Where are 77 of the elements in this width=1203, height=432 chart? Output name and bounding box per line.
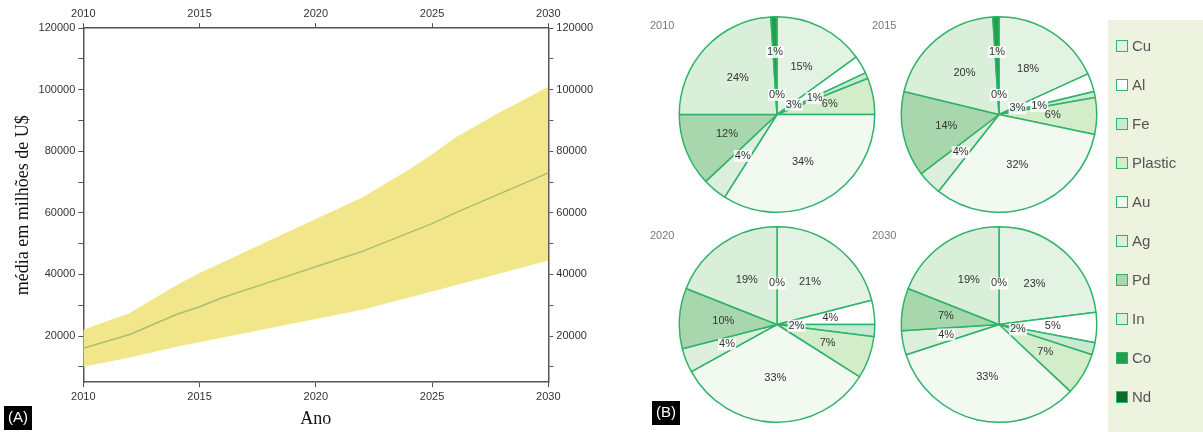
data-label: 7% — [819, 335, 836, 348]
data-label: 10% — [712, 314, 735, 327]
x-tick-label: 2025 — [419, 389, 445, 402]
legend-label: Au — [1132, 193, 1151, 210]
data-label: 21% — [798, 275, 822, 288]
y2-tick-label: 20000 — [556, 329, 587, 342]
y2-tick-label: 80000 — [556, 144, 587, 157]
legend-label: Pd — [1132, 271, 1151, 288]
text: 0% — [769, 87, 785, 100]
x-axis-title: Ano — [300, 407, 332, 428]
data-label: 3% — [785, 97, 802, 110]
data-label: 20% — [953, 66, 976, 79]
chart-title: 2020 — [650, 228, 675, 241]
data-label: 4% — [734, 148, 751, 161]
data-label: 33% — [976, 370, 999, 382]
data-label: 24% — [726, 70, 750, 83]
data-label: 1% — [806, 91, 823, 104]
data-label: 2% — [788, 318, 805, 331]
data-label: 4% — [719, 337, 736, 350]
data-label: 4% — [952, 145, 969, 158]
legend-label: Plastic — [1132, 154, 1177, 171]
y-tick-label: 60000 — [44, 205, 76, 218]
text: 0% — [991, 276, 1007, 289]
legend-label: Al — [1132, 76, 1146, 93]
text: (A) — [8, 408, 28, 426]
x-tick-label: 2010 — [71, 389, 96, 402]
x-tick-label: 2030 — [536, 389, 561, 402]
x2-tick-label: 2025 — [419, 6, 445, 19]
y2-tick-label: 120000 — [556, 21, 594, 34]
chart-title: 2015 — [872, 18, 897, 31]
legend-label: Co — [1132, 349, 1152, 366]
data-label: 32% — [1006, 158, 1029, 171]
x2-tick-label: 2030 — [536, 6, 561, 19]
text: 0% — [769, 276, 785, 289]
data-label: 1% — [989, 45, 1006, 57]
y2-tick-label: 100000 — [556, 82, 594, 95]
y2-tick-label: 40000 — [556, 267, 587, 280]
data-label: 5% — [1044, 319, 1061, 332]
data-label: 19% — [735, 273, 758, 286]
data-label: 12% — [716, 127, 739, 140]
data-label: 18% — [1017, 62, 1040, 75]
x2-tick-label: 2015 — [187, 6, 212, 19]
data-label: 3% — [1009, 101, 1026, 114]
y2-tick-label: 60000 — [556, 205, 587, 218]
y-tick-label: 20000 — [44, 329, 76, 342]
chart-title: 2030 — [872, 228, 897, 241]
x-tick-label: 2020 — [303, 389, 329, 402]
legend-label: Nd — [1132, 388, 1152, 405]
y-tick-label: 80000 — [44, 144, 76, 157]
y-tick-label: 100000 — [38, 82, 76, 95]
x2-tick-label: 2010 — [71, 6, 96, 19]
data-label: 33% — [764, 371, 787, 384]
y-tick-label: 120000 — [38, 21, 76, 34]
data-label: 7% — [937, 309, 955, 322]
legend-label: Ag — [1132, 232, 1151, 249]
data-label: 7% — [1037, 344, 1054, 357]
text: (B) — [656, 403, 676, 421]
y-tick-label: 40000 — [44, 267, 76, 280]
data-label: 23% — [1023, 277, 1046, 290]
legend-label: In — [1132, 310, 1145, 327]
data-label: 4% — [938, 327, 955, 340]
data-label: 1% — [1031, 99, 1048, 112]
data-label: 34% — [791, 154, 815, 167]
chart-title: 2010 — [650, 18, 675, 31]
data-label: 6% — [821, 97, 838, 110]
data-label: 15% — [790, 59, 813, 72]
data-label: 14% — [935, 118, 958, 131]
legend-label: Fe — [1132, 115, 1150, 132]
x-tick-label: 2015 — [187, 389, 212, 402]
data-label: 2% — [1009, 322, 1027, 335]
x2-tick-label: 2020 — [303, 6, 329, 19]
data-label: 4% — [822, 310, 839, 323]
data-label: 1% — [767, 45, 784, 57]
legend-label: Cu — [1132, 37, 1152, 54]
text: 0% — [991, 87, 1007, 100]
data-label: 19% — [957, 273, 980, 286]
y-axis-title: média em milhões de U$ — [11, 115, 32, 296]
